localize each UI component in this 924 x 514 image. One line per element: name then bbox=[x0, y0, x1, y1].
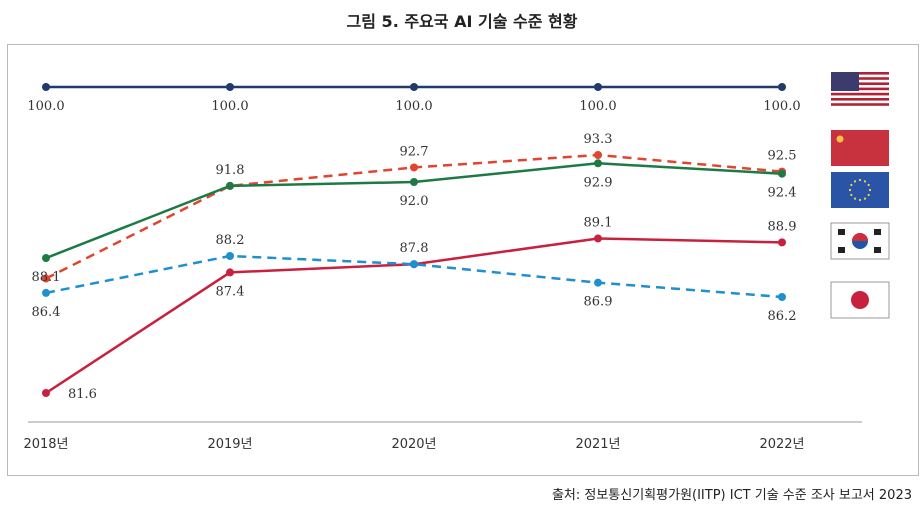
source-note: 출처: 정보통신기획평가원(IITP) ICT 기술 수준 조사 보고서 202… bbox=[551, 488, 912, 503]
chart-frame bbox=[7, 44, 919, 476]
x-tick-label: 2021년 bbox=[575, 437, 620, 452]
data-point-jp bbox=[410, 260, 418, 269]
series-line-jp bbox=[45, 254, 783, 299]
japan-flag-icon bbox=[830, 281, 890, 319]
data-label-us: 100.0 bbox=[27, 99, 64, 114]
data-label-kr: 87.4 bbox=[216, 284, 245, 299]
data-point-kr bbox=[594, 234, 602, 243]
data-point-us bbox=[226, 83, 234, 91]
data-point-us bbox=[594, 83, 602, 91]
data-label-jp: 86.2 bbox=[768, 309, 797, 324]
korea-flag-icon bbox=[830, 222, 890, 260]
data-label-jp: 87.8 bbox=[400, 241, 429, 256]
data-label-us: 100.0 bbox=[763, 99, 800, 114]
data-point-jp bbox=[42, 288, 50, 297]
data-point-kr bbox=[778, 238, 786, 247]
data-point-jp bbox=[226, 252, 234, 260]
data-label-us: 100.0 bbox=[395, 99, 432, 114]
data-label-us: 100.0 bbox=[579, 99, 616, 114]
data-label-eu: 92.9 bbox=[584, 175, 613, 190]
x-tick-label: 2018년 bbox=[23, 437, 68, 452]
data-label-eu: 92.4 bbox=[768, 186, 797, 201]
data-label-cn: 93.3 bbox=[584, 132, 613, 147]
x-tick-label: 2020년 bbox=[391, 437, 436, 452]
data-point-eu bbox=[594, 159, 602, 168]
data-point-kr bbox=[226, 268, 234, 277]
data-point-cn bbox=[594, 151, 602, 159]
data-point-cn bbox=[410, 163, 418, 172]
data-label-eu: 88.1 bbox=[32, 270, 61, 285]
data-label-kr: 89.1 bbox=[584, 215, 613, 230]
data-point-jp bbox=[594, 278, 602, 287]
us-flag-icon bbox=[831, 72, 889, 108]
data-point-eu bbox=[42, 254, 50, 263]
chart-title: 그림 5. 주요국 AI 기술 수준 현황 bbox=[346, 12, 578, 31]
data-label-jp: 86.9 bbox=[584, 295, 613, 310]
data-point-cn bbox=[42, 274, 50, 283]
data-point-kr bbox=[42, 389, 50, 397]
data-label-cn: 92.5 bbox=[768, 149, 797, 164]
data-point-us bbox=[42, 83, 50, 91]
data-point-us bbox=[778, 83, 786, 91]
china-flag-icon bbox=[831, 130, 889, 166]
eu-flag-icon bbox=[831, 172, 889, 208]
data-label-eu: 91.8 bbox=[216, 163, 245, 178]
data-point-eu bbox=[226, 181, 234, 190]
data-point-eu bbox=[778, 169, 786, 178]
data-label-cn: 92.7 bbox=[400, 144, 429, 159]
data-point-eu bbox=[410, 178, 418, 186]
data-point-jp bbox=[778, 293, 786, 301]
x-tick-label: 2019년 bbox=[207, 437, 252, 452]
data-label-us: 100.0 bbox=[211, 99, 248, 114]
data-label-eu: 92.0 bbox=[400, 194, 429, 209]
data-label-jp: 88.2 bbox=[216, 233, 245, 248]
data-label-kr: 88.9 bbox=[768, 219, 797, 234]
x-tick-label: 2022년 bbox=[759, 437, 804, 452]
series-line-cn bbox=[45, 153, 783, 280]
data-label-kr: 81.6 bbox=[68, 387, 97, 402]
data-label-jp: 86.4 bbox=[32, 305, 61, 320]
data-point-us bbox=[410, 83, 418, 91]
